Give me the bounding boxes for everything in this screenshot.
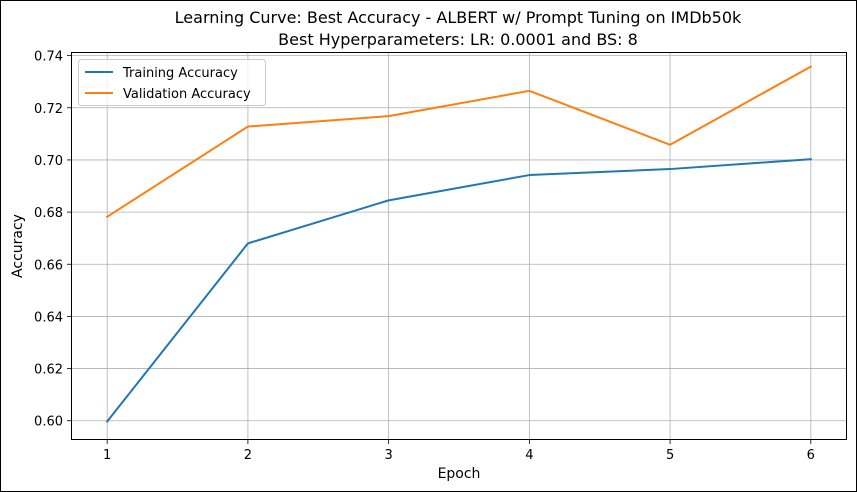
x-tick-label: 6 — [807, 448, 815, 463]
x-tick-label: 1 — [103, 448, 111, 463]
y-axis-ticks: 0.60 0.62 0.64 0.66 0.68 0.70 0.72 0.74 — [34, 50, 72, 430]
y-tick-label: 0.64 — [34, 310, 63, 325]
chart-title-line-2: Best Hyperparameters: LR: 0.0001 and BS:… — [278, 30, 638, 49]
series-lines — [105, 65, 813, 423]
y-tick-label: 0.72 — [34, 102, 63, 117]
y-tick-label: 0.66 — [34, 258, 63, 273]
x-tick-label: 3 — [384, 448, 392, 463]
x-axis-label: Epoch — [438, 466, 481, 482]
grid-lines — [72, 53, 846, 439]
x-tick-label: 2 — [244, 448, 252, 463]
y-tick-label: 0.62 — [34, 363, 63, 378]
legend: Training Accuracy Validation Accuracy — [78, 59, 266, 106]
y-tick-label: 0.60 — [34, 415, 63, 430]
legend-label-validation: Validation Accuracy — [123, 87, 251, 102]
y-axis-label: Accuracy — [10, 214, 26, 278]
chart-title-line-1: Learning Curve: Best Accuracy - ALBERT w… — [175, 8, 742, 27]
legend-label-training: Training Accuracy — [122, 66, 238, 81]
y-tick-label: 0.74 — [34, 50, 63, 65]
x-tick-label: 5 — [666, 448, 674, 463]
legend-box — [78, 59, 266, 106]
training-accuracy-line — [105, 158, 812, 423]
validation-accuracy-line — [105, 65, 813, 219]
x-tick-label: 4 — [525, 448, 533, 463]
y-tick-label: 0.68 — [34, 206, 63, 221]
y-tick-label: 0.70 — [34, 154, 63, 169]
x-axis-ticks: 1 2 3 4 5 6 — [103, 439, 815, 463]
plot-area-border — [71, 52, 847, 440]
